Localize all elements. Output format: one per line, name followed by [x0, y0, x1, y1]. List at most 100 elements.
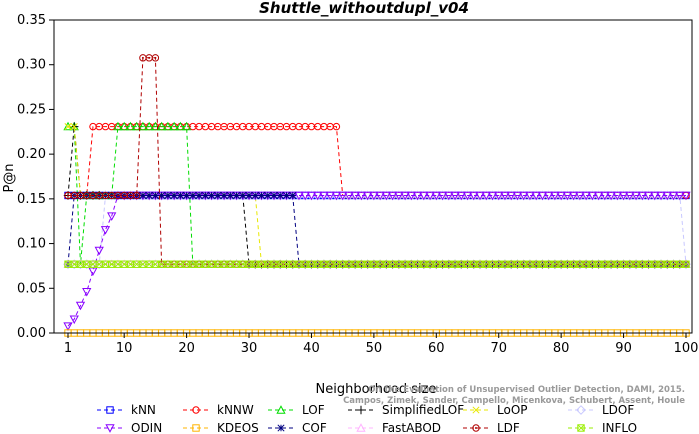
data-point-lof [138, 121, 148, 131]
y-tick-label: 0.05 [17, 281, 46, 296]
data-point-ldf-dot [123, 194, 126, 197]
data-point-odin [350, 191, 360, 201]
data-point-odin [612, 191, 622, 201]
data-point-cof [276, 191, 284, 200]
data-point-odin [525, 191, 535, 201]
data-point-ldf-dot [79, 194, 82, 197]
data-point-inflo-x [638, 260, 646, 268]
data-point-inflo-x [251, 260, 259, 268]
data-point-ldf-dot [141, 56, 144, 59]
legend-label-ldof: LDOF [602, 403, 634, 417]
data-point-odin [550, 191, 560, 201]
data-point-ldf-dot [154, 56, 157, 59]
data-point-odin [425, 191, 435, 201]
data-point-inflo-x [526, 260, 534, 268]
data-point-inflo-x [101, 260, 110, 268]
data-point-ldf-dot [135, 194, 138, 197]
data-point-odin [356, 191, 367, 201]
data-point-cof [282, 191, 291, 200]
data-point-inflo-x [139, 260, 147, 268]
data-point-inflo-x [420, 260, 428, 268]
data-point-ldf [151, 54, 160, 62]
data-point-inflo-x [114, 260, 122, 268]
data-point-inflo-x [376, 260, 384, 268]
data-point-inflo-x [414, 260, 422, 268]
data-point-inflo-x [620, 260, 628, 268]
data-point-inflo-x [582, 260, 590, 268]
data-point-odin [437, 191, 448, 201]
data-point-inflo-x [83, 260, 91, 268]
data-point-odin [593, 191, 604, 201]
data-point-inflo-x [364, 260, 372, 268]
data-point-lof [181, 121, 192, 131]
legend-label-fastabod: FastABOD [382, 421, 441, 434]
data-point-odin [519, 191, 529, 201]
series-line-knnw [68, 126, 686, 196]
data-point-odin [82, 287, 92, 297]
plot-area [63, 54, 691, 337]
data-point-inflo-x [538, 260, 546, 268]
data-point-inflo-x [176, 260, 184, 268]
legend-label-kdeos: KDEOS [217, 421, 259, 434]
data-point-inflo-x [276, 260, 284, 268]
data-point-inflo-x [532, 260, 540, 268]
data-point-odin [462, 191, 473, 201]
data-point-inflo-x [257, 260, 266, 268]
data-point-odin [63, 322, 73, 331]
data-point-inflo-x [395, 260, 403, 268]
data-point-loop [70, 123, 78, 131]
data-point-inflo-x [601, 260, 609, 268]
data-point-inflo-x [520, 260, 528, 268]
legend-item-fastabod: FastABOD [348, 421, 441, 434]
data-point-inflo-x [357, 260, 365, 268]
data-point-odin [362, 191, 373, 201]
y-axis-label: P@n [2, 163, 17, 192]
x-tick-label: 60 [428, 341, 445, 356]
x-tick-label: 70 [490, 341, 507, 356]
data-point-inflo-x [669, 260, 678, 268]
y-tick-label: 0.25 [17, 102, 46, 117]
data-point-inflo-x [382, 260, 390, 268]
data-point-inflo-x [588, 260, 596, 268]
data-point-odin [575, 191, 585, 201]
legend-label-ldf: LDF [497, 421, 520, 434]
data-point-odin [481, 191, 491, 201]
legend-marker-ldf-dot [475, 427, 477, 429]
data-point-inflo-x [295, 260, 303, 268]
data-point-odin [581, 191, 591, 201]
data-point-odin [331, 191, 342, 201]
data-point-odin [487, 191, 498, 201]
data-point-inflo-x [307, 260, 316, 268]
data-point-odin [531, 191, 541, 201]
data-point-inflo-x [214, 260, 222, 268]
data-point-cof [158, 191, 166, 200]
data-point-inflo-x [151, 260, 159, 268]
data-point-inflo-x [76, 260, 85, 268]
series-line-cof [67, 195, 686, 265]
data-point-ldf-dot [129, 194, 132, 197]
data-point-cof [183, 191, 191, 200]
data-point-cof [226, 191, 234, 200]
data-point-cof [170, 191, 178, 200]
data-point-ldf-dot [67, 194, 69, 197]
data-point-odin [412, 191, 423, 201]
data-point-inflo-x [407, 260, 415, 268]
data-point-inflo-x [289, 260, 297, 268]
data-point-inflo-x [470, 260, 478, 268]
data-point-inflo-x [682, 260, 690, 268]
data-point-inflo-x [401, 260, 409, 268]
data-point-cof [251, 191, 259, 200]
data-point-odin [394, 191, 404, 201]
series-line-ldf [68, 57, 686, 265]
series-line-odin [67, 195, 686, 327]
data-point-inflo-x [70, 260, 78, 268]
legend-item-knn: kNN [97, 403, 156, 417]
data-point-inflo-x [351, 260, 359, 268]
data-point-inflo-x [108, 260, 116, 268]
data-point-inflo-x [232, 260, 241, 268]
data-point-odin [512, 191, 523, 201]
data-point-odin [618, 191, 629, 201]
data-point-odin [444, 191, 454, 201]
legend-marker-simplifiedlof [356, 405, 366, 415]
